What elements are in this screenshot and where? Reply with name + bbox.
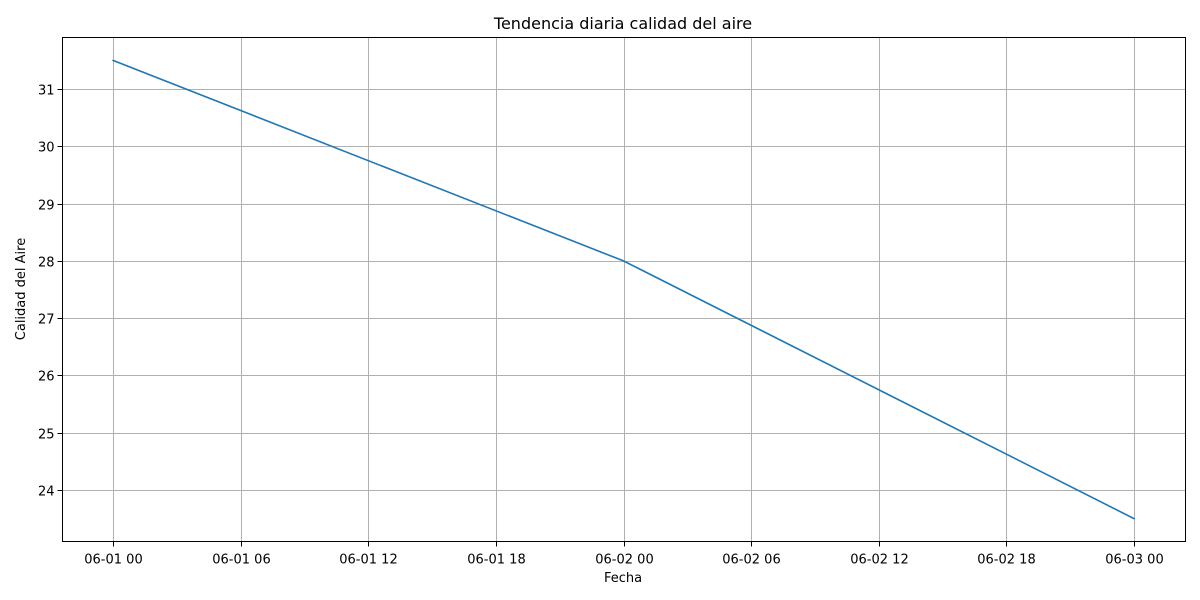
x-tick-label: 06-01 12 — [339, 553, 397, 568]
y-tick-label: 24 — [38, 485, 55, 500]
y-tick-label: 28 — [38, 256, 55, 271]
y-tick-label: 26 — [38, 370, 55, 385]
y-tick-label: 31 — [38, 84, 55, 99]
x-axis-label: Fecha — [604, 571, 642, 586]
grid-lines — [62, 37, 1186, 542]
series-layer — [112, 59, 1135, 520]
x-tick-label: 06-02 00 — [595, 553, 653, 568]
x-tick-label: 06-02 18 — [977, 553, 1035, 568]
x-tick-label: 06-02 06 — [722, 553, 780, 568]
x-tick-label: 06-03 00 — [1105, 553, 1163, 568]
y-axis: 24 25 26 27 28 29 30 31 — [38, 84, 63, 500]
chart-title: Tendencia diaria calidad del aire — [493, 14, 752, 33]
series-line — [112, 59, 1135, 520]
y-tick-label: 27 — [38, 313, 55, 328]
x-axis: 06-01 00 06-01 06 06-01 12 06-01 18 06-02 00… — [84, 541, 1164, 568]
y-axis-label: Calidad del Aire — [14, 238, 29, 340]
y-tick-label: 29 — [38, 199, 55, 214]
x-tick-label: 06-01 06 — [212, 553, 270, 568]
y-tick-label: 30 — [38, 141, 55, 156]
x-tick-label: 06-01 00 — [84, 553, 142, 568]
x-tick-label: 06-01 18 — [467, 553, 525, 568]
y-tick-label: 25 — [38, 428, 55, 443]
x-tick-label: 06-02 12 — [850, 553, 908, 568]
